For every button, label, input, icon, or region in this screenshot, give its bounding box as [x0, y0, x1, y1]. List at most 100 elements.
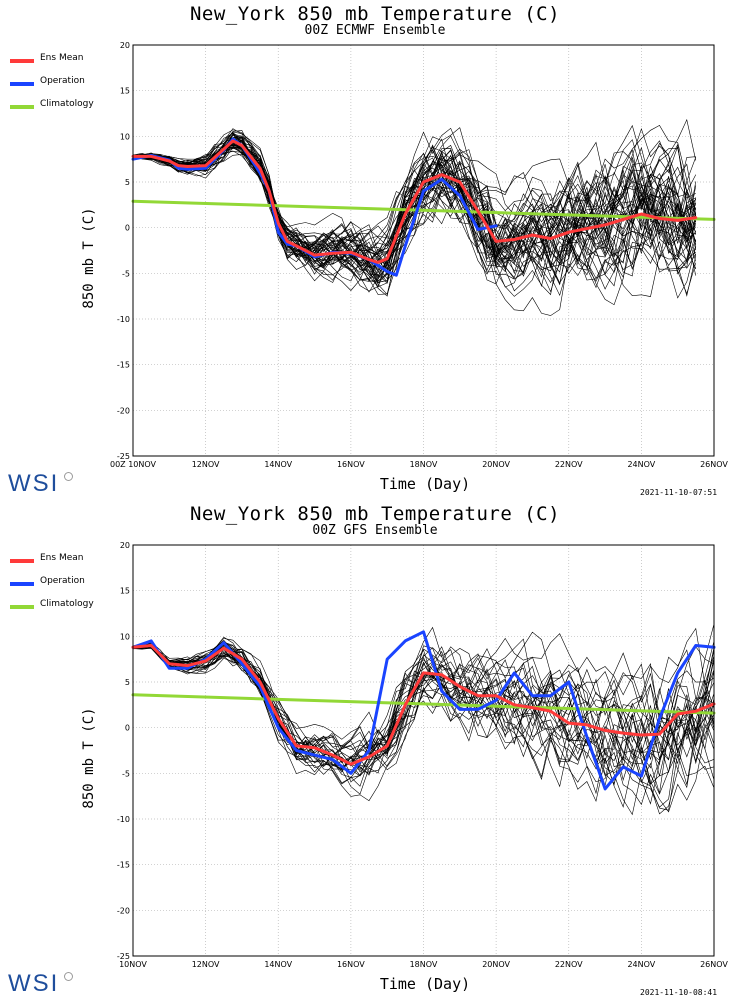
ensemble-member-line — [132, 646, 715, 813]
plot-frame — [132, 544, 715, 957]
legend-label: Ens Mean — [40, 553, 84, 563]
wsi-logo-mark-icon — [64, 472, 73, 481]
y-tick-label: 15 — [120, 587, 130, 596]
legend-swatch-operation — [10, 582, 34, 586]
ensemble-member-line — [132, 127, 697, 267]
plot-frame — [132, 44, 715, 457]
chart-subtitle: 00Z GFS Ensemble — [312, 523, 438, 538]
x-tick-label: 14NOV — [264, 460, 292, 469]
chart-title: New_York 850 mb Temperature (C) — [189, 503, 561, 525]
y-tick-label: 10 — [120, 132, 130, 141]
y-tick-label: 5 — [125, 678, 130, 687]
timestamp: 2021-11-10-08:41 — [640, 988, 718, 997]
y-tick-label: 20 — [120, 41, 130, 50]
x-tick-label: 18NOV — [410, 460, 438, 469]
x-axis-label: Time (Day) — [379, 975, 471, 993]
x-tick-label: 16NOV — [337, 960, 365, 969]
x-tick-label: 26NOV — [700, 960, 728, 969]
x-tick-label: 00Z 10NOV — [110, 460, 157, 469]
y-tick-label: 15 — [120, 87, 130, 96]
y-tick-label: -5 — [122, 769, 130, 778]
y-axis-label-text: 850 mb T (C) — [81, 707, 97, 809]
ensemble-member-line — [132, 631, 715, 770]
y-axis-label: 850 mb T (C) — [81, 707, 101, 808]
x-tick-label: 14NOV — [264, 960, 292, 969]
ensemble-member-line — [132, 642, 715, 808]
y-tick-label: -10 — [117, 315, 130, 324]
ensemble-member-line — [132, 133, 697, 297]
legend-swatch-ens-mean — [10, 59, 34, 63]
y-tick-label: -25 — [117, 952, 130, 961]
y-tick-label: 0 — [125, 224, 130, 233]
y-tick-label: 10 — [120, 632, 130, 641]
x-tick-label: 20NOV — [482, 960, 510, 969]
gfs-chart: -25 -20 -15 -10 -5 0 5 10 15 20 10NOV 12NOV 14NOV 16N… — [117, 541, 729, 969]
x-tick-label: 16NOV — [337, 460, 365, 469]
ensemble-member-line — [132, 145, 697, 290]
timestamp: 2021-11-10-07:51 — [640, 488, 718, 497]
series-line-ens-mean — [131, 139, 698, 264]
series-line-climatology — [131, 693, 716, 715]
series-line-ens-mean — [131, 644, 716, 766]
ensemble-member-line — [132, 642, 715, 786]
y-tick-label: -20 — [117, 906, 130, 915]
ensemble-member-line — [132, 644, 715, 761]
y-tick-label: -20 — [117, 406, 130, 415]
ensemble-member-line — [132, 636, 715, 787]
chart-title: New_York 850 mb Temperature (C) — [189, 3, 561, 25]
x-tick-label: 18NOV — [410, 960, 438, 969]
ensemble-member-line — [132, 124, 697, 288]
y-tick-label: -10 — [117, 815, 130, 824]
y-tick-label: -15 — [117, 861, 130, 870]
wsi-logo: WSI — [8, 970, 60, 997]
legend-swatch-climatology — [10, 605, 34, 609]
legend-label: Ens Mean — [40, 53, 84, 63]
x-tick-label: 10NOV — [119, 960, 147, 969]
wsi-logo-mark-icon — [64, 972, 73, 981]
legend-label: Climatology — [40, 599, 94, 609]
x-tick-label: 24NOV — [627, 960, 655, 969]
legend-label: Climatology — [40, 99, 94, 109]
gfs-panel: -25 -20 -15 -10 -5 0 5 10 15 20 10NOV 12NOV 14NOV 16N… — [0, 500, 750, 1000]
y-tick-label: 20 — [120, 541, 130, 550]
y-axis-label: 850 mb T (C) — [81, 207, 101, 308]
ensemble-member-line — [132, 118, 697, 270]
chart-subtitle: 00Z ECMWF Ensemble — [304, 23, 446, 38]
x-tick-label: 12NOV — [192, 960, 220, 969]
ensemble-member-line — [132, 130, 696, 282]
legend-label: Operation — [40, 76, 85, 86]
legend-swatch-operation — [10, 82, 34, 86]
y-tick-label: 5 — [125, 178, 130, 187]
x-tick-label: 12NOV — [192, 460, 220, 469]
y-tick-label: -15 — [117, 361, 130, 370]
ensemble-member-line — [132, 641, 715, 759]
legend-label: Operation — [40, 576, 85, 586]
x-tick-label: 26NOV — [700, 460, 728, 469]
ensemble-member-line — [132, 138, 697, 283]
x-tick-label: 22NOV — [555, 460, 583, 469]
x-tick-label: 20NOV — [482, 460, 510, 469]
y-tick-label: -25 — [117, 452, 130, 461]
y-tick-label: 0 — [125, 724, 130, 733]
ensemble-member-line — [132, 146, 696, 297]
y-axis-label-text: 850 mb T (C) — [81, 207, 97, 309]
ensemble-member-line — [132, 644, 715, 787]
x-tick-label: 24NOV — [627, 460, 655, 469]
series-line-climatology — [131, 199, 716, 221]
x-tick-label: 22NOV — [555, 960, 583, 969]
legend-swatch-climatology — [10, 105, 34, 109]
ensemble-member-line — [132, 137, 697, 280]
ensemble-member-line — [132, 638, 715, 789]
ensemble-member-line — [132, 623, 715, 805]
ensemble-member-line — [132, 637, 715, 776]
legend-swatch-ens-mean — [10, 559, 34, 563]
ensemble-member-line — [132, 645, 715, 768]
ecmwf-chart: -25 -20 -15 -10 -5 0 5 10 15 20 00Z 10NOV 12NOV 14NO… — [110, 41, 728, 469]
ensemble-member-line — [132, 647, 715, 769]
x-axis-label: Time (Day) — [379, 475, 471, 493]
y-tick-label: -5 — [122, 269, 130, 278]
wsi-logo: WSI — [8, 470, 60, 497]
series-line-operation — [131, 630, 716, 791]
ecmwf-panel: -25 -20 -15 -10 -5 0 5 10 15 20 00Z 10NOV 12NOV 14NO… — [8, 3, 728, 497]
